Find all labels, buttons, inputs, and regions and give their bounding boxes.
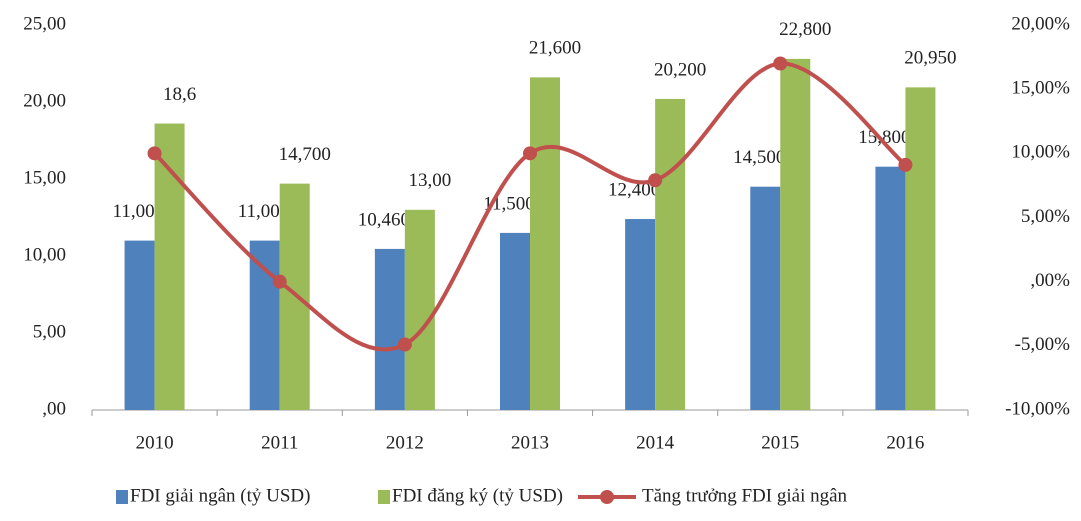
marker xyxy=(898,157,913,172)
x-tick-label: 2011 xyxy=(261,432,298,453)
bar xyxy=(780,58,811,410)
marker xyxy=(523,146,537,161)
bar xyxy=(530,77,560,411)
bar xyxy=(500,232,530,410)
bar xyxy=(655,98,686,411)
bar xyxy=(404,209,435,410)
bar xyxy=(124,240,155,410)
y2-tick-label: 15,00% xyxy=(1011,78,1070,99)
y-tick-label: 5,00 xyxy=(33,321,66,342)
data-label: 13,00 xyxy=(408,170,451,191)
y-tick-label: ,00 xyxy=(42,398,66,419)
data-label: 21,600 xyxy=(529,38,581,59)
bar xyxy=(154,123,185,410)
y-tick-label: 25,00 xyxy=(23,13,66,34)
bar xyxy=(374,248,405,410)
data-label: 20,950 xyxy=(904,48,956,69)
legend-label: FDI đăng ký (tỷ USD) xyxy=(392,485,563,506)
data-label: 12,400 xyxy=(608,179,660,200)
x-tick-label: 2012 xyxy=(386,432,424,453)
marker xyxy=(773,56,788,71)
data-label: 22,800 xyxy=(779,19,831,40)
y-tick-label: 15,00 xyxy=(23,167,66,188)
bar xyxy=(875,166,906,410)
y2-tick-label: 10,00% xyxy=(1011,142,1070,163)
marker xyxy=(272,274,287,289)
data-label: 14,700 xyxy=(279,144,331,165)
legend-swatch xyxy=(600,490,614,504)
legend-label: FDI giải ngân (tỷ USD) xyxy=(130,485,310,506)
data-label: 10,460 xyxy=(358,209,410,230)
x-tick-label: 2013 xyxy=(511,432,549,453)
marker xyxy=(147,146,162,161)
legend-label: Tăng trưởng FDI giải ngân xyxy=(642,485,848,506)
marker xyxy=(397,337,412,352)
bar xyxy=(625,219,656,410)
data-label: 11,00 xyxy=(113,201,155,222)
data-label: 20,200 xyxy=(654,59,706,80)
data-label: 11,00 xyxy=(238,201,280,222)
y2-tick-label: ,00% xyxy=(1030,270,1070,291)
y2-tick-label: -10,00% xyxy=(1005,398,1070,419)
data-label: 18,6 xyxy=(163,84,196,105)
y-tick-label: 20,00 xyxy=(23,90,66,111)
bar xyxy=(279,183,310,410)
y2-tick-label: 20,00% xyxy=(1011,13,1070,34)
legend-swatch xyxy=(116,490,128,504)
x-tick-label: 2010 xyxy=(136,432,174,453)
y-tick-label: 10,00 xyxy=(23,244,66,265)
bar xyxy=(905,87,936,411)
x-tick-label: 2016 xyxy=(886,432,924,453)
data-label: 14,500 xyxy=(733,147,785,168)
y2-tick-label: -5,00% xyxy=(1015,334,1071,355)
y2-tick-label: 5,00% xyxy=(1021,206,1070,227)
data-label: 15,800 xyxy=(858,127,910,148)
marker xyxy=(648,173,663,188)
bar xyxy=(249,240,280,410)
legend-swatch xyxy=(378,490,390,504)
x-tick-label: 2014 xyxy=(636,432,675,453)
x-tick-label: 2015 xyxy=(761,432,799,453)
bar xyxy=(750,186,781,410)
